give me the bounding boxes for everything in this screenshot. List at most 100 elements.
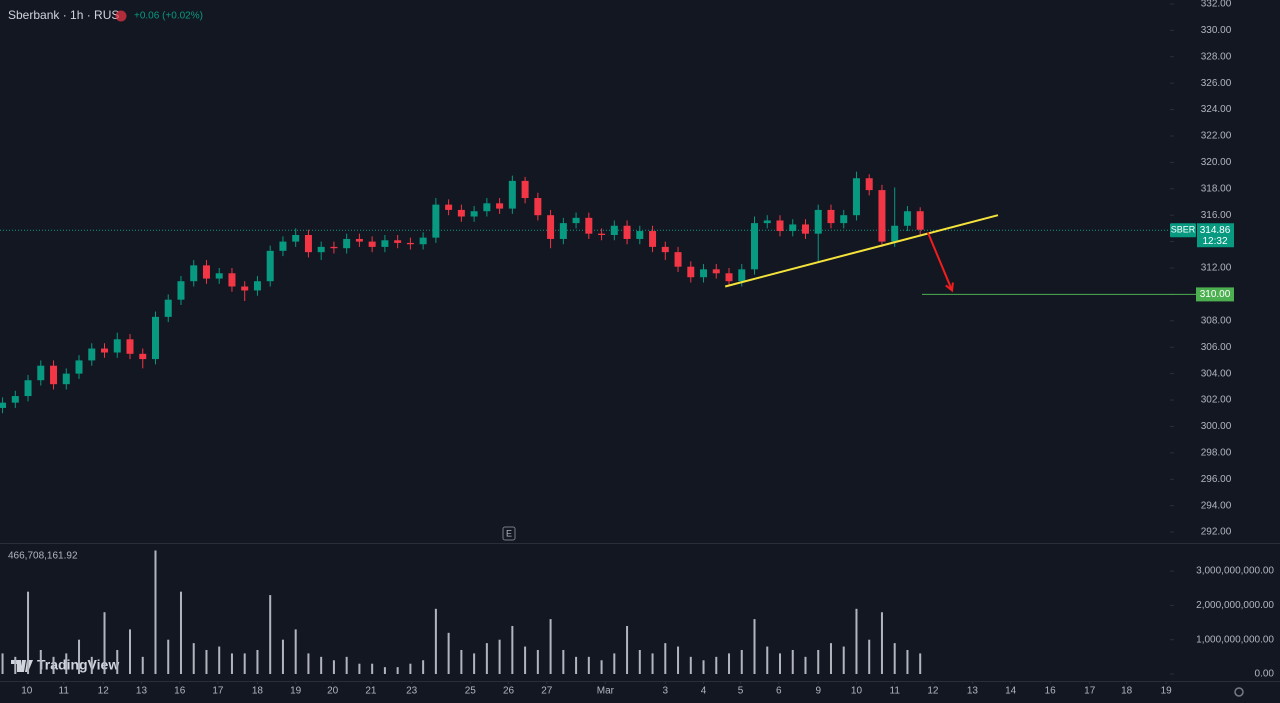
market-status-icon[interactable] bbox=[115, 10, 127, 22]
candle-body bbox=[852, 178, 860, 216]
volume-bar bbox=[1, 653, 4, 674]
volume-bar bbox=[27, 591, 30, 674]
volume-bar bbox=[549, 619, 552, 674]
candle-body bbox=[62, 373, 70, 385]
x-tick-label: 26 bbox=[503, 686, 515, 697]
symbol-title[interactable]: Sberbank · 1h · RUS bbox=[8, 8, 119, 22]
candle-body bbox=[674, 252, 682, 267]
x-tick-label: 17 bbox=[1084, 686, 1096, 697]
volume-tick-label: 1,000,000,000.00 bbox=[1196, 634, 1274, 645]
volume-bar bbox=[14, 656, 17, 674]
volume-tick-label: 2,000,000,000.00 bbox=[1196, 600, 1274, 611]
volume-bar bbox=[562, 649, 565, 674]
candle-body bbox=[343, 238, 351, 249]
y-tick-label: 324.00 bbox=[1201, 104, 1232, 115]
y-tick-label: 296.00 bbox=[1201, 474, 1232, 485]
x-tick-label: 18 bbox=[1121, 686, 1133, 697]
candle-body bbox=[801, 224, 809, 234]
candle-body bbox=[317, 246, 325, 253]
candle-body bbox=[572, 217, 580, 224]
y-tick-label: 292.00 bbox=[1201, 527, 1232, 538]
volume-bar bbox=[919, 653, 922, 674]
candle-body bbox=[445, 204, 453, 210]
volume-bar bbox=[167, 639, 170, 674]
x-tick-label: 27 bbox=[541, 686, 553, 697]
x-tick-label: 12 bbox=[927, 686, 939, 697]
candle-body bbox=[75, 360, 83, 374]
candle-body bbox=[610, 225, 618, 235]
symbol-label: SBER bbox=[1171, 225, 1196, 235]
candle-body bbox=[623, 225, 631, 239]
volume-bar bbox=[651, 653, 654, 674]
candle-body bbox=[738, 269, 746, 282]
volume-bar bbox=[320, 656, 323, 674]
volume-bar bbox=[256, 649, 259, 674]
candle-body bbox=[101, 348, 109, 353]
x-tick-label: 25 bbox=[465, 686, 477, 697]
volume-bar bbox=[893, 643, 896, 674]
volume-bar bbox=[740, 649, 743, 674]
volume-bar bbox=[103, 612, 106, 674]
volume-bar bbox=[230, 653, 233, 674]
volume-bar bbox=[613, 653, 616, 674]
x-tick-label: 11 bbox=[890, 686, 901, 697]
y-tick-label: 308.00 bbox=[1201, 315, 1232, 326]
volume-bar bbox=[753, 619, 756, 674]
volume-bar bbox=[192, 643, 195, 674]
last-price-label: 314.86 bbox=[1200, 225, 1231, 236]
volume-bar bbox=[524, 646, 527, 674]
candle-body bbox=[712, 269, 720, 274]
volume-bar bbox=[689, 656, 692, 674]
volume-bar bbox=[766, 646, 769, 674]
volume-bar bbox=[447, 632, 450, 674]
x-tick-label: 14 bbox=[1005, 686, 1017, 697]
candle-body bbox=[88, 348, 96, 361]
x-tick-label: 20 bbox=[327, 686, 339, 697]
candle-body bbox=[789, 224, 797, 232]
y-tick-label: 328.00 bbox=[1201, 51, 1232, 62]
volume-bar bbox=[842, 646, 845, 674]
volume-bar bbox=[154, 550, 157, 674]
trendline bbox=[724, 214, 999, 288]
volume-value: 466,708,161.92 bbox=[8, 551, 78, 562]
candle-body bbox=[406, 242, 414, 245]
y-tick-label: 330.00 bbox=[1201, 25, 1232, 36]
x-tick-label: 4 bbox=[701, 686, 707, 697]
event-marker-box[interactable] bbox=[502, 526, 516, 541]
y-tick-label: 312.00 bbox=[1201, 263, 1232, 274]
event-marker[interactable]: E bbox=[506, 528, 512, 538]
candle-body bbox=[266, 250, 274, 282]
candle-body bbox=[687, 266, 695, 278]
x-tick-label: 16 bbox=[1045, 686, 1057, 697]
x-tick-label: 23 bbox=[406, 686, 418, 697]
volume-bar bbox=[383, 667, 386, 674]
candle-body bbox=[432, 204, 440, 238]
candle-body bbox=[151, 316, 159, 360]
volume-bar bbox=[65, 653, 68, 674]
volume-bar bbox=[677, 646, 680, 674]
volume-bar bbox=[90, 656, 93, 674]
candle-body bbox=[355, 238, 363, 242]
x-tick-label: 13 bbox=[967, 686, 979, 697]
volume-bar bbox=[880, 612, 883, 674]
candle-body bbox=[470, 211, 478, 217]
volume-bar bbox=[587, 656, 590, 674]
settings-icon[interactable] bbox=[1234, 687, 1244, 697]
volume-bar bbox=[294, 629, 297, 674]
x-tick-label: 10 bbox=[851, 686, 863, 697]
y-tick-label: 304.00 bbox=[1201, 368, 1232, 379]
target-label: 310.00 bbox=[1200, 289, 1231, 300]
volume-bar bbox=[715, 656, 718, 674]
volume-bar bbox=[205, 649, 208, 674]
candle-body bbox=[585, 217, 593, 234]
volume-bar bbox=[498, 639, 501, 674]
volume-bar bbox=[460, 649, 463, 674]
candle-body bbox=[508, 180, 516, 209]
candle-body bbox=[419, 237, 427, 245]
volume-bar bbox=[52, 656, 55, 674]
price-change: +0.06 (+0.02%) bbox=[134, 11, 203, 22]
volume-bar bbox=[664, 643, 667, 674]
volume-bar bbox=[345, 656, 348, 674]
candle-body bbox=[636, 231, 644, 239]
candle-body bbox=[279, 241, 287, 251]
